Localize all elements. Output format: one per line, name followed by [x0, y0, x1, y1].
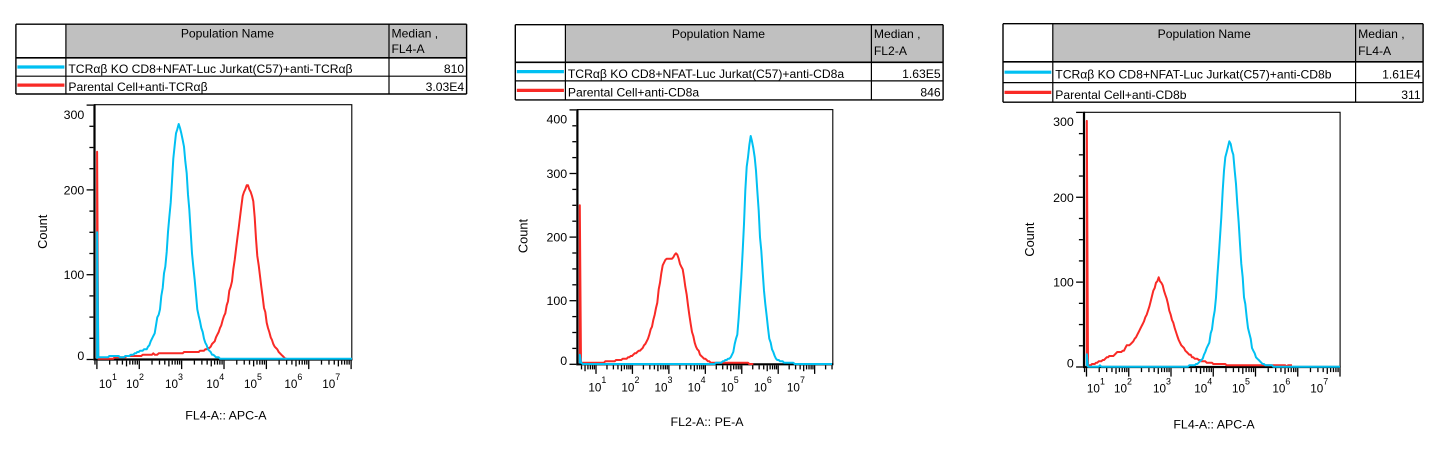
svg-text:Population Name: Population Name — [1158, 27, 1251, 41]
svg-text:TCRαβ KO CD8+NFAT-Luc Jurkat(C: TCRαβ KO CD8+NFAT-Luc Jurkat(C57)+anti-C… — [1055, 68, 1331, 82]
svg-text:Median ,: Median , — [874, 27, 921, 41]
svg-text:Count: Count — [35, 214, 50, 249]
svg-text:0: 0 — [560, 354, 567, 368]
svg-text:400: 400 — [547, 113, 568, 127]
svg-text:810: 810 — [444, 62, 465, 76]
svg-text:Population Name: Population Name — [672, 27, 765, 41]
svg-text:FL4-A:: APC-A: FL4-A:: APC-A — [185, 408, 267, 422]
svg-text:300: 300 — [547, 167, 568, 181]
svg-text:Count: Count — [1022, 222, 1037, 257]
svg-text:100: 100 — [1053, 276, 1074, 290]
svg-text:Parental Cell+anti-CD8a: Parental Cell+anti-CD8a — [568, 86, 700, 100]
svg-text:FL2-A: FL2-A — [874, 44, 908, 58]
svg-text:846: 846 — [920, 86, 941, 100]
svg-text:Population Name: Population Name — [181, 26, 274, 40]
svg-text:TCRαβ KO CD8+NFAT-Luc Jurkat(C: TCRαβ KO CD8+NFAT-Luc Jurkat(C57)+anti-C… — [568, 67, 844, 81]
svg-text:1.61E4: 1.61E4 — [1382, 68, 1421, 82]
svg-text:0: 0 — [77, 349, 84, 363]
svg-text:100: 100 — [64, 268, 85, 282]
svg-text:0: 0 — [1067, 357, 1074, 371]
svg-text:300: 300 — [64, 108, 85, 122]
svg-text:Parental Cell+anti-TCRαβ: Parental Cell+anti-TCRαβ — [68, 80, 207, 94]
svg-text:100: 100 — [547, 294, 568, 308]
svg-text:FL4-A: FL4-A — [1358, 44, 1392, 58]
svg-text:1.63E5: 1.63E5 — [902, 67, 941, 81]
svg-text:FL4-A: FL4-A — [392, 42, 426, 56]
svg-text:Median ,: Median , — [1358, 27, 1405, 41]
svg-text:Count: Count — [516, 218, 531, 253]
svg-text:TCRαβ KO CD8+NFAT-Luc Jurkat(C: TCRαβ KO CD8+NFAT-Luc Jurkat(C57)+anti-T… — [68, 62, 352, 76]
svg-text:200: 200 — [64, 183, 85, 197]
svg-text:Parental Cell+anti-CD8b: Parental Cell+anti-CD8b — [1055, 88, 1187, 102]
svg-text:200: 200 — [547, 231, 568, 245]
svg-text:FL4-A:: APC-A: FL4-A:: APC-A — [1173, 418, 1255, 432]
svg-text:200: 200 — [1053, 191, 1074, 205]
svg-text:3.03E4: 3.03E4 — [426, 80, 465, 94]
svg-text:FL2-A:: PE-A: FL2-A:: PE-A — [671, 415, 745, 429]
svg-text:300: 300 — [1053, 115, 1074, 129]
svg-text:Median ,: Median , — [392, 26, 439, 40]
svg-text:311: 311 — [1401, 88, 1421, 102]
